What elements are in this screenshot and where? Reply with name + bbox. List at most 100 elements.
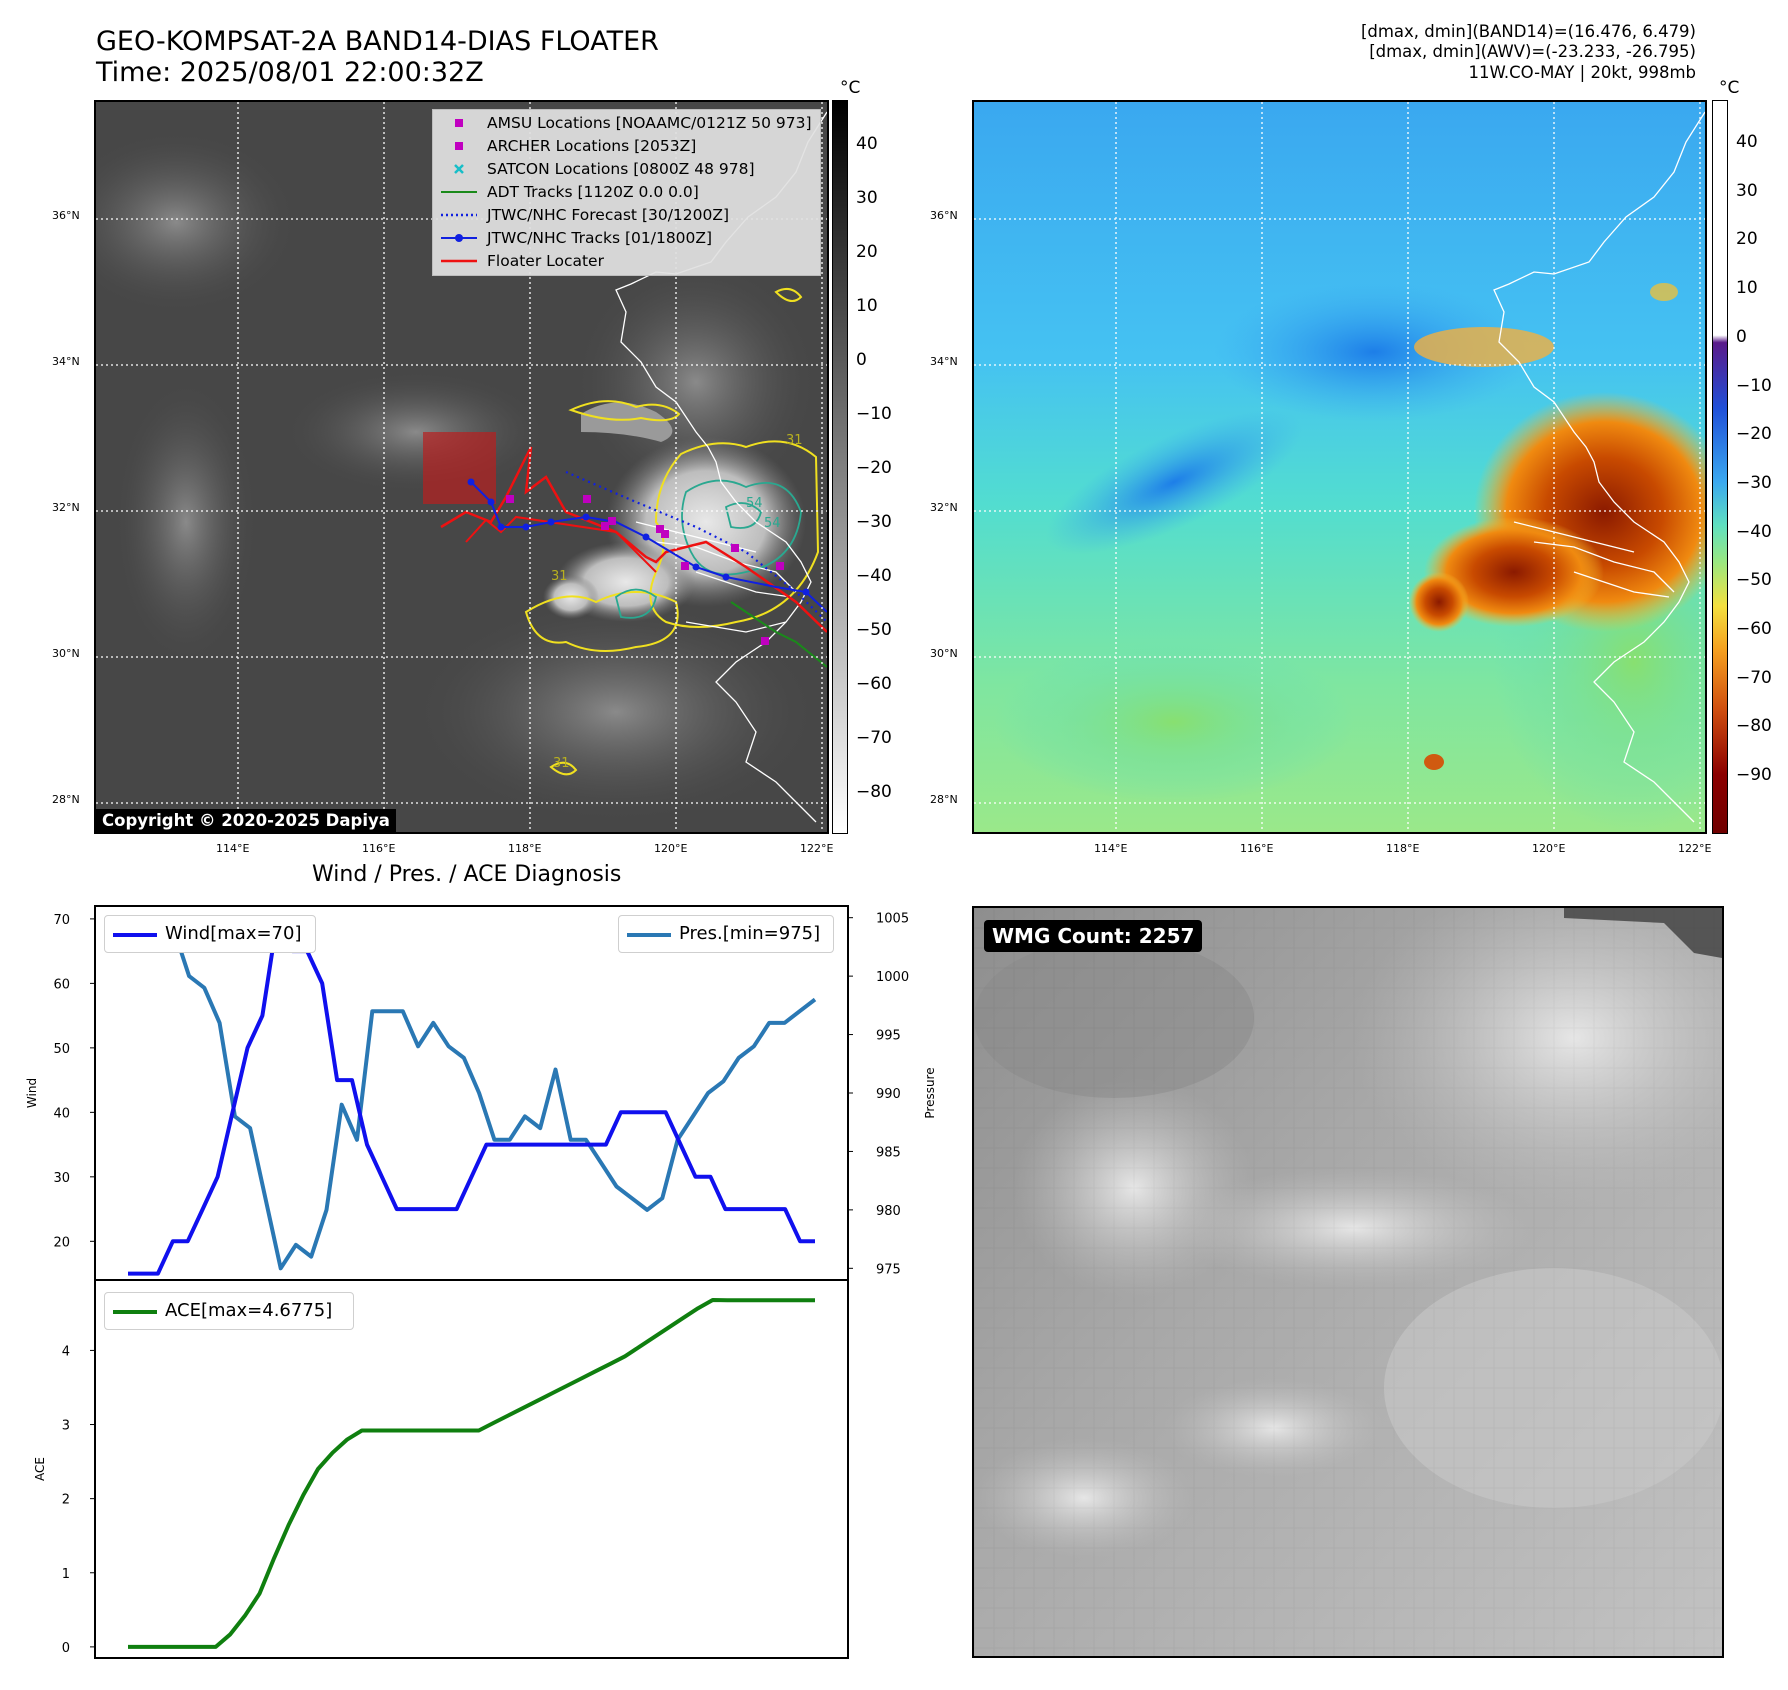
ace-axis-label: ACE [33,1457,47,1481]
lat-tick-label: 32°N [52,501,80,514]
lat-tick-label: 36°N [930,209,958,222]
lon-tick-label: 114°E [216,842,250,855]
ir-colorbar-tick: 10 [856,296,878,316]
ace-series-line [128,1298,815,1649]
tracks-line-icon [441,234,477,242]
ace-tick-label: 2 [62,1493,70,1508]
archer-marker-icon [455,142,463,150]
ir-colorbar-unit: °C [840,78,861,98]
wind-tick-label: 40 [53,1106,70,1121]
pres-tick-label: 980 [876,1204,901,1219]
satcon-marker-icon [454,164,464,174]
awv-colorbar-tick: −20 [1736,424,1772,445]
ace-legend: ACE[max=4.6775] [104,1292,354,1330]
ace-tick-label: 1 [62,1567,70,1582]
lat-tick-label: 28°N [52,793,80,806]
lon-tick-label: 118°E [1386,842,1420,855]
wind-axis-label: Wind [25,1078,39,1108]
ir-map-legend: AMSU Locations [NOAAMC/0121Z 50 973] ARC… [432,109,821,276]
ir-colorbar [832,100,848,834]
info-line3: 11W.CO-MAY | 20kt, 998mb [1468,63,1696,82]
lon-tick-label: 116°E [1240,842,1274,855]
ace-axes-frame [94,1279,849,1659]
ir-colorbar-tick: −60 [856,674,892,694]
copyright-badge: Copyright © 2020-2025 Dapiya [96,809,396,832]
pres-tick-label: 1000 [876,970,909,985]
pres-legend-swatch [627,933,671,937]
lat-tick-label: 30°N [52,647,80,660]
contour-label: 54 [764,516,781,531]
ir-colorbar-tick: −40 [856,566,892,586]
adt-line-icon [441,191,477,193]
ir-colorbar-tick: −30 [856,512,892,532]
wind-tick-label: 30 [53,1171,70,1186]
diagnosis-chart: 70 60 50 40 30 20 1005 1000 995 990 985 980 975 4 3 2 1 0… [25,905,937,1659]
lat-tick-label: 34°N [52,355,80,368]
wind-legend-swatch [113,933,157,937]
lon-tick-label: 122°E [800,842,834,855]
wind-tick-label: 60 [53,977,70,992]
ir-colorbar-tick: −80 [856,782,892,802]
wind-tick-label: 20 [53,1235,70,1250]
pres-tick-label: 995 [876,1029,901,1044]
lon-tick-label: 118°E [508,842,542,855]
ir-colorbar-tick: −20 [856,458,892,478]
ir-colorbar-tick: 30 [856,188,878,208]
info-line2: [dmax, dmin](AWV)=(-23.233, -26.795) [1369,42,1696,61]
ir-colorbar-tick: −70 [856,728,892,748]
lat-tick-label: 34°N [930,355,958,368]
awv-map-panel [972,100,1707,834]
pressure-series-line [128,927,817,1271]
lat-tick-label: 30°N [930,647,958,660]
awv-colorbar-unit: °C [1719,78,1740,98]
awv-colorbar-tick: 40 [1736,132,1758,152]
lat-tick-label: 28°N [930,793,958,806]
pres-legend: Pres.[min=975] [618,915,834,953]
wind-legend: Wind[max=70] [104,915,316,953]
ir-colorbar-tick: 20 [856,242,878,262]
figure-title-line2: Time: 2025/08/01 22:00:32Z [96,57,484,88]
ace-tick-label: 0 [62,1641,70,1656]
ir-colorbar-tick: −50 [856,620,892,640]
lat-tick-label: 36°N [52,209,80,222]
awv-colorbar-tick: 0 [1736,326,1747,347]
wind-pressure-axes-frame [94,905,849,1281]
pressure-axis-label: Pressure [923,1067,937,1118]
awv-colorbar-tick: −90 [1736,765,1772,786]
awv-colorbar [1712,100,1728,834]
ir-colorbar-tick: 0 [856,350,867,370]
wmg-image [974,908,1722,1656]
lon-tick-label: 120°E [1532,842,1566,855]
pres-tick-label: 990 [876,1087,901,1102]
contour-label: 31 [553,756,570,771]
forecast-line-icon [441,213,477,217]
contour-label: 31 [786,433,803,448]
ace-tick-label: 3 [62,1419,70,1434]
awv-colorbar-tick: −50 [1736,570,1772,591]
lon-tick-label: 116°E [362,842,396,855]
lon-tick-label: 122°E [1678,842,1712,855]
awv-colorbar-tick: −30 [1736,472,1772,493]
lon-tick-label: 114°E [1094,842,1128,855]
awv-colorbar-tick: −10 [1736,375,1772,396]
pres-tick-label: 975 [876,1262,901,1277]
wind-tick-label: 50 [53,1042,70,1057]
info-line1: [dmax, dmin](BAND14)=(16.476, 6.479) [1360,22,1696,41]
figure-title-line1: GEO-KOMPSAT-2A BAND14-DIAS FLOATER [96,26,659,57]
awv-colorbar-tick: 20 [1736,229,1758,250]
wmg-count-badge: WMG Count: 2257 [984,920,1203,952]
pres-tick-label: 985 [876,1145,901,1160]
awv-colorbar-tick: −80 [1736,716,1772,737]
pres-tick-label: 1005 [876,912,909,927]
awv-map-image [974,102,1705,832]
wmg-panel: WMG Count: 2257 [972,906,1724,1658]
ir-colorbar-tick: 40 [856,134,878,154]
awv-colorbar-tick: −40 [1736,521,1772,542]
wind-series-line [128,916,815,1276]
awv-colorbar-tick: 10 [1736,278,1758,299]
awv-colorbar-tick: 30 [1736,180,1758,201]
wind-tick-label: 70 [53,913,70,928]
amsu-marker-icon [455,119,463,127]
ir-colorbar-tick: −10 [856,404,892,424]
awv-colorbar-tick: −70 [1736,667,1772,688]
